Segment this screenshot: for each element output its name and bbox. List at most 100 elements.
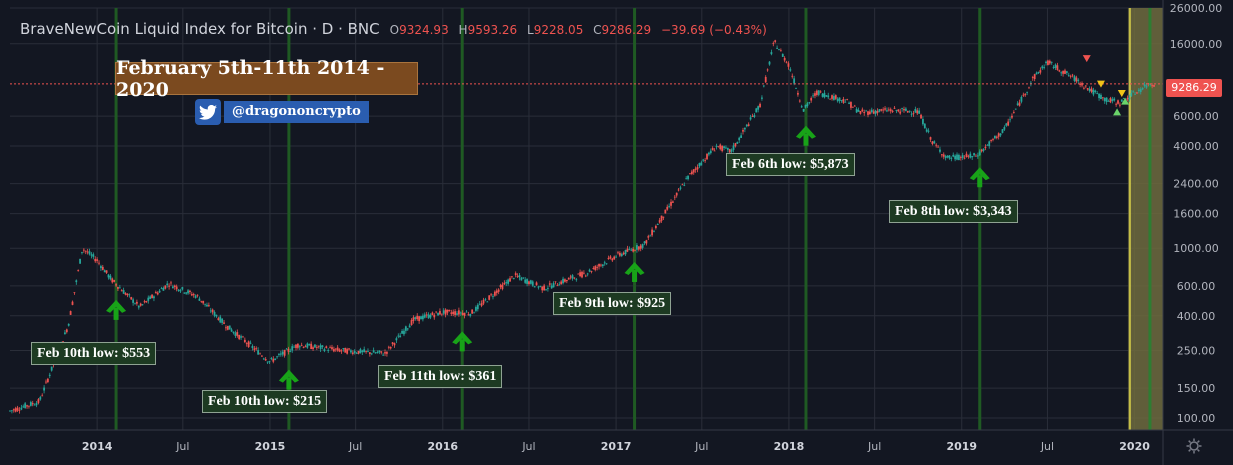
candle-body-117 [230,329,233,332]
candle-body-388 [743,127,746,130]
candle-body-494 [944,156,947,159]
candle-body-131 [257,350,260,355]
candle-body-532 [1016,103,1019,105]
candle-body-5 [18,409,21,411]
candle-body-141 [276,356,278,358]
candle-body-599 [1143,84,1146,86]
candle-body-357 [685,178,688,180]
candle-body-275 [529,280,532,284]
y-tick-5: 1000.00 [1173,242,1219,255]
candle-body-16 [39,397,42,400]
candle-body-202 [391,342,394,344]
candle-body-125 [245,343,248,344]
x-tick-8: 2018 [774,440,805,453]
candle-body-87 [173,285,176,288]
candle-body-399 [764,76,767,83]
candle-body-133 [261,355,263,357]
time-axis[interactable]: 2014 Jul 2015 Jul 2016 Jul 2017 Jul 2018 Jul 2019 J… [10,0,1233,465]
y-tick-2: 250.00 [1177,344,1216,357]
up-arrow-icon-3 [624,261,645,282]
candle-body-318 [611,258,614,261]
candle-body-198 [384,352,386,354]
candle-body-478 [914,108,917,113]
candle-body-516 [986,144,989,146]
candle-body-13 [33,404,36,406]
candle-body-285 [548,283,551,285]
candle-body-427 [817,90,820,95]
candle-body-572 [1092,89,1095,95]
candle-body-296 [569,276,572,278]
candle-body-403 [772,43,775,44]
candle-body-291 [560,281,563,285]
candle-body-307 [590,271,593,272]
candle-body-472 [903,109,905,111]
candle-body-1 [10,410,13,412]
candle-body-181 [351,352,354,354]
candle-body-395 [757,106,760,110]
caution-marker-icon-1 [1096,80,1105,88]
candle-body-425 [814,93,816,96]
candle-body-235 [454,311,457,315]
candle-body-590 [1126,97,1129,100]
candle-body-32 [69,311,72,315]
candle-body-293 [564,279,566,282]
candle-body-289 [556,285,559,287]
candle-body-386 [740,135,743,138]
candle-body-31 [67,323,70,326]
twitter-icon [195,99,221,125]
candle-body-218 [422,315,424,320]
candle-body-542 [1035,72,1038,75]
candle-body-208 [403,330,405,335]
candle-body-422 [808,102,811,104]
x-tick-1: Jul [175,440,189,453]
candle-body-207 [401,330,403,334]
candle-body-259 [499,285,502,288]
candle-body-487 [931,141,934,145]
low-label-2016: Feb 11th low: $361 [378,365,503,388]
candle-body-338 [649,235,652,237]
candle-body-324 [622,252,625,255]
price-axis[interactable]: 100.00 150.00 250.00 400.00 600.00 1000.00 160… [1170,2,1223,425]
candle-body-132 [259,353,261,355]
candle-body-239 [461,312,464,316]
candle-body-463 [886,110,888,112]
candle-body-365 [700,162,703,166]
low-label-2014: Feb 10th low: $553 [31,342,157,365]
candle-body-603 [1151,85,1154,87]
candle-body-217 [420,316,422,320]
candle-body-182 [353,351,356,353]
candle-body-391 [749,117,752,120]
candle-body-72 [145,301,148,303]
candle-body-201 [389,347,392,349]
candle-body-253 [488,295,491,300]
candle-body-413 [791,75,794,77]
candle-body-482 [922,118,924,125]
candle-body-59 [120,290,123,292]
sell-marker-icon [1082,55,1091,63]
settings-gear-icon[interactable] [1186,438,1202,459]
candle-body-282 [543,285,546,291]
candle-body-270 [520,277,523,281]
y-tick-6: 1600.00 [1173,208,1219,221]
candle-body-256 [493,291,496,296]
candle-body-102 [202,300,205,304]
twitter-handle: @dragononcrypto [195,99,369,125]
candle-body-288 [554,281,557,283]
chart-header: BraveNewCoin Liquid Index for Bitcoin · … [20,20,773,38]
candle-body-415 [795,87,797,89]
candle-body-127 [249,342,252,344]
candle-body-476 [910,113,913,115]
candle-body-593 [1132,91,1135,93]
candle-body-426 [815,90,818,96]
candle-body-160 [312,347,314,350]
candle-body-86 [171,286,174,289]
candle-body-541 [1033,74,1036,80]
symbol-title[interactable]: BraveNewCoin Liquid Index for Bitcoin · … [20,20,380,38]
candle-body-213 [412,317,415,321]
candle-body-484 [925,129,928,132]
candle-body-128 [251,345,254,349]
candle-body-105 [207,305,210,307]
candle-body-55 [113,280,116,282]
candle-body-580 [1107,101,1110,102]
candle-body-189 [367,350,369,352]
